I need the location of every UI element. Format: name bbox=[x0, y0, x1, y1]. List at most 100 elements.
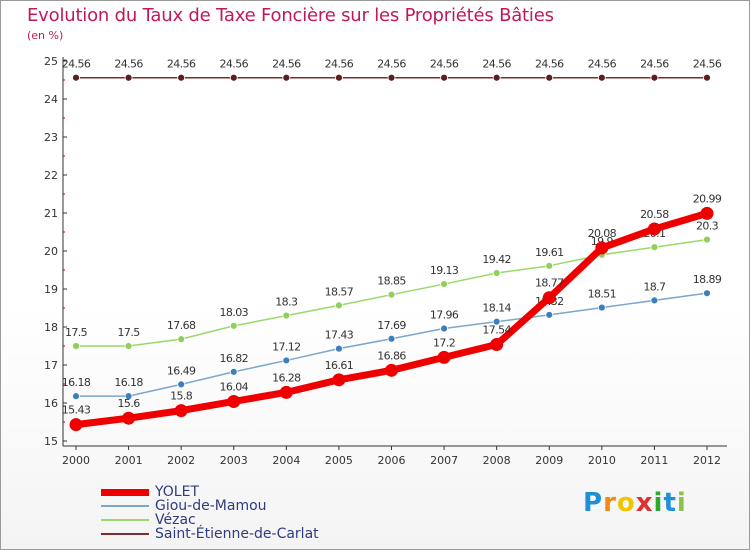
data-label-saint-etienne-de-carlat: 24.56 bbox=[62, 58, 91, 71]
data-label-yolet: 15.6 bbox=[118, 397, 141, 410]
x-tick-label: 2011 bbox=[640, 454, 668, 467]
data-label-yolet: 17.54 bbox=[482, 323, 511, 336]
data-label-vezac: 17.5 bbox=[65, 326, 88, 339]
data-point-giou-de-mamou bbox=[597, 303, 606, 312]
data-label-saint-etienne-de-carlat: 24.56 bbox=[430, 58, 459, 71]
data-point-yolet bbox=[700, 206, 714, 220]
data-point-vezac bbox=[229, 321, 238, 330]
legend-label-yolet: YOLET bbox=[155, 484, 200, 500]
data-label-giou-de-mamou: 16.49 bbox=[167, 364, 196, 377]
legend-label-saint-etienne-de-carlat: Saint-Étienne-de-Carlat bbox=[155, 526, 319, 542]
data-point-saint-etienne-de-carlat bbox=[72, 73, 80, 82]
chart-subtitle: (en %) bbox=[27, 29, 64, 42]
y-tick-label: 22 bbox=[44, 169, 58, 182]
data-label-giou-de-mamou: 17.69 bbox=[377, 319, 406, 332]
data-label-giou-de-mamou: 16.18 bbox=[62, 376, 91, 389]
data-label-saint-etienne-de-carlat: 24.56 bbox=[482, 58, 511, 71]
x-tick-label: 2003 bbox=[220, 454, 248, 467]
data-label-giou-de-mamou: 16.82 bbox=[220, 352, 249, 365]
data-point-saint-etienne-de-carlat bbox=[229, 73, 238, 82]
data-point-saint-etienne-de-carlat bbox=[440, 73, 448, 82]
data-point-saint-etienne-de-carlat bbox=[492, 73, 501, 82]
data-label-vezac: 19.42 bbox=[482, 253, 511, 266]
data-point-yolet bbox=[122, 411, 136, 425]
data-label-giou-de-mamou: 18.51 bbox=[588, 288, 617, 301]
chart-title: Evolution du Taux de Taxe Foncière sur l… bbox=[27, 5, 554, 26]
data-label-saint-etienne-de-carlat: 24.56 bbox=[220, 58, 249, 71]
legend-item-vezac[interactable]: Vézac bbox=[101, 512, 319, 528]
data-point-yolet bbox=[332, 373, 346, 387]
data-label-saint-etienne-de-carlat: 24.56 bbox=[377, 58, 406, 71]
data-point-giou-de-mamou bbox=[703, 289, 711, 298]
legend-label-giou-de-mamou: Giou-de-Mamou bbox=[155, 498, 267, 514]
y-tick-label: 24 bbox=[44, 93, 58, 106]
data-label-vezac: 20.3 bbox=[696, 220, 719, 233]
brand-letter: P bbox=[583, 488, 604, 518]
x-tick-label: 2012 bbox=[693, 454, 721, 467]
data-point-yolet bbox=[69, 418, 83, 432]
data-point-yolet bbox=[647, 222, 661, 236]
x-tick-label: 2005 bbox=[325, 454, 353, 467]
y-tick-label: 15 bbox=[44, 435, 58, 448]
legend-label-vezac: Vézac bbox=[155, 512, 196, 528]
data-label-yolet: 20.58 bbox=[640, 208, 669, 221]
data-point-yolet bbox=[385, 363, 398, 377]
data-label-giou-de-mamou: 18.89 bbox=[693, 273, 722, 286]
data-point-vezac bbox=[440, 280, 448, 288]
data-label-vezac: 19.61 bbox=[535, 246, 564, 259]
data-point-vezac bbox=[387, 290, 396, 299]
data-label-vezac: 17.68 bbox=[167, 319, 196, 332]
data-point-giou-de-mamou bbox=[492, 317, 501, 326]
data-point-yolet bbox=[174, 404, 188, 418]
data-label-yolet: 18.77 bbox=[535, 277, 564, 290]
data-point-vezac bbox=[282, 311, 291, 320]
data-label-saint-etienne-de-carlat: 24.56 bbox=[272, 58, 301, 71]
legend-item-giou-de-mamou[interactable]: Giou-de-Mamou bbox=[101, 498, 319, 514]
x-tick-label: 2007 bbox=[430, 454, 458, 467]
data-label-yolet: 15.8 bbox=[170, 390, 193, 403]
data-point-vezac bbox=[703, 235, 711, 244]
data-label-giou-de-mamou: 18.7 bbox=[643, 280, 666, 293]
data-point-saint-etienne-de-carlat bbox=[703, 73, 711, 82]
data-point-yolet bbox=[227, 394, 241, 408]
data-label-saint-etienne-de-carlat: 24.56 bbox=[535, 58, 564, 71]
data-point-giou-de-mamou bbox=[72, 392, 80, 401]
data-label-yolet: 17.2 bbox=[433, 336, 455, 349]
data-point-saint-etienne-de-carlat bbox=[177, 73, 186, 82]
x-tick-label: 2009 bbox=[535, 454, 563, 467]
x-tick-label: 2001 bbox=[115, 454, 143, 467]
data-label-yolet: 15.43 bbox=[62, 404, 91, 417]
y-tick-label: 17 bbox=[44, 359, 58, 372]
data-label-vezac: 18.3 bbox=[275, 296, 298, 309]
data-point-giou-de-mamou bbox=[124, 392, 133, 401]
data-point-giou-de-mamou bbox=[387, 334, 396, 343]
data-label-vezac: 19.13 bbox=[430, 264, 459, 277]
data-point-yolet bbox=[437, 350, 451, 364]
data-label-yolet: 20.08 bbox=[588, 227, 617, 240]
x-tick-label: 2010 bbox=[588, 454, 616, 467]
x-tick-label: 2008 bbox=[483, 454, 511, 467]
legend-item-yolet[interactable]: YOLET bbox=[101, 484, 319, 500]
x-tick-label: 2002 bbox=[167, 454, 195, 467]
data-point-yolet bbox=[595, 241, 609, 255]
data-point-giou-de-mamou bbox=[545, 310, 554, 319]
data-point-saint-etienne-de-carlat bbox=[650, 73, 659, 82]
data-label-giou-de-mamou: 17.12 bbox=[272, 340, 301, 353]
legend-item-saint-etienne-de-carlat[interactable]: Saint-Étienne-de-Carlat bbox=[101, 526, 319, 542]
data-point-vezac bbox=[72, 342, 80, 350]
data-label-yolet: 16.04 bbox=[220, 380, 249, 393]
y-tick-label: 21 bbox=[44, 207, 58, 220]
brand-letter: t bbox=[663, 488, 677, 518]
x-tick-label: 2000 bbox=[62, 454, 90, 467]
series-line-giou-de-mamou bbox=[75, 292, 708, 397]
data-label-giou-de-mamou: 17.43 bbox=[325, 329, 354, 342]
brand-letter: o bbox=[616, 488, 636, 518]
brand-letter: i bbox=[653, 488, 664, 518]
data-point-vezac bbox=[177, 335, 186, 344]
data-point-yolet bbox=[490, 337, 504, 351]
data-label-saint-etienne-de-carlat: 24.56 bbox=[167, 58, 196, 71]
data-point-vezac bbox=[492, 269, 501, 277]
data-point-vezac bbox=[124, 342, 133, 350]
brand-letter: x bbox=[635, 488, 654, 518]
